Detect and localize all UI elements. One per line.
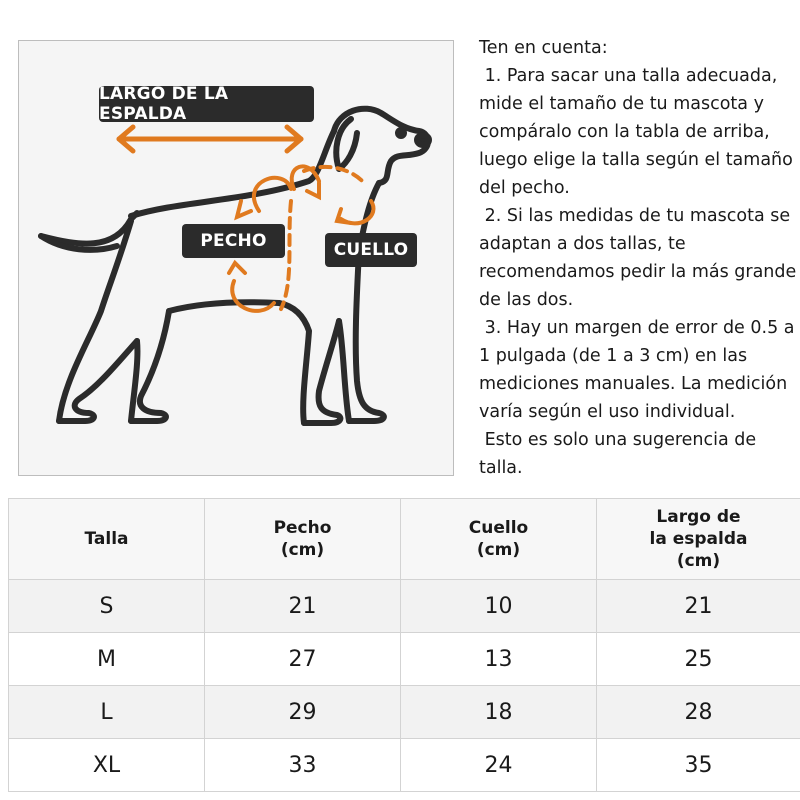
measurement-diagram: LARGO DE LA ESPALDA PECHO CUELLO: [18, 40, 454, 476]
header-size: Talla: [8, 498, 205, 580]
notes-point-2: 2. Si las medidas de tu mascota se adapt…: [479, 206, 797, 310]
dog-silhouette: [38, 105, 432, 426]
table-row: M 27 13 25: [8, 632, 800, 686]
cell-chest: 29: [204, 685, 401, 739]
table-header-row: Talla Pecho (cm) Cuello (cm) Largo de la…: [8, 498, 800, 580]
cell-chest: 27: [204, 632, 401, 686]
cell-back: 21: [596, 579, 800, 633]
cell-chest: 33: [204, 738, 401, 792]
cell-back: 35: [596, 738, 800, 792]
cell-neck: 10: [400, 579, 597, 633]
cell-size: XL: [8, 738, 205, 792]
cell-back: 28: [596, 685, 800, 739]
notes-point-3: 3. Hay un margen de error de 0.5 a 1 pul…: [479, 318, 800, 422]
notes-heading: Ten en cuenta:: [479, 38, 608, 58]
chest-measure-icon: [227, 175, 293, 313]
cell-chest: 21: [204, 579, 401, 633]
cell-neck: 18: [400, 685, 597, 739]
cell-size: L: [8, 685, 205, 739]
table-row: L 29 18 28: [8, 685, 800, 739]
table-row: XL 33 24 35: [8, 738, 800, 792]
notes-footer: Esto es solo una sugerencia de talla.: [479, 430, 762, 478]
header-neck: Cuello (cm): [400, 498, 597, 580]
cell-back: 25: [596, 632, 800, 686]
cell-neck: 24: [400, 738, 597, 792]
table-row: S 21 10 21: [8, 579, 800, 633]
notes-point-1: 1. Para sacar una talla adecuada, mide e…: [479, 66, 799, 198]
chest-label: PECHO: [182, 224, 285, 258]
neck-label: CUELLO: [325, 233, 417, 267]
neck-measure-icon: [289, 164, 376, 226]
header-back-length: Largo de la espalda (cm): [596, 498, 800, 580]
dog-outline-icon: [38, 105, 432, 426]
back-length-arrow-icon: [116, 124, 304, 154]
back-length-label: LARGO DE LA ESPALDA: [99, 84, 314, 124]
sizing-notes: Ten en cuenta: 1. Para sacar una talla a…: [479, 34, 799, 482]
cell-size: M: [8, 632, 205, 686]
header-chest: Pecho (cm): [204, 498, 401, 580]
cell-size: S: [8, 579, 205, 633]
size-chart-table: Talla Pecho (cm) Cuello (cm) Largo de la…: [8, 498, 800, 792]
cell-neck: 13: [400, 632, 597, 686]
